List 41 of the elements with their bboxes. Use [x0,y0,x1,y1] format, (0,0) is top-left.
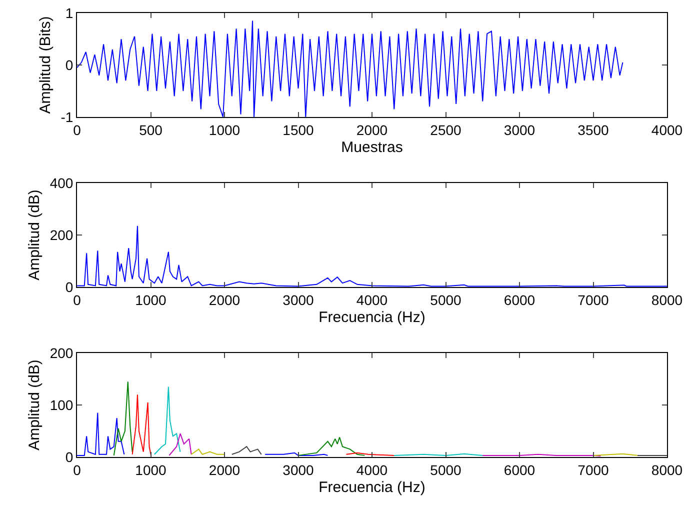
y-tick-label: -1 [60,108,74,125]
x-tick-label: 2000 [208,462,240,478]
y-tick-label: 0 [65,448,74,465]
x-tick-label: 500 [139,122,163,138]
x-tick-label: 2000 [208,292,240,308]
x-tick-label: 5000 [430,462,462,478]
x-axis-title: Muestras [341,138,403,156]
x-tick-label: 7000 [578,292,610,308]
x-tick-label: 1000 [135,292,167,308]
y-axis-title: Amplitud (Bits) [36,16,54,114]
y-tick-label: 200 [50,344,74,361]
x-axis-title: Frecuencia (Hz) [318,308,426,326]
x-tick-label: 4000 [651,122,683,138]
y-tick-label: 100 [50,396,74,413]
x-tick-label: 5000 [430,292,462,308]
x-tick-label: 4000 [356,292,388,308]
line-series [77,20,624,117]
y-tick-label: 1 [65,4,74,21]
x-tick-label: 2000 [356,122,388,138]
x-tick-label: 6000 [504,292,536,308]
x-tick-label: 2500 [430,122,462,138]
x-tick-label: 8000 [651,292,683,308]
y-axis-title: Amplitud (dB) [26,190,44,280]
x-tick-label: 4000 [356,462,388,478]
x-tick-label: 3000 [504,122,536,138]
y-axis-title: Amplitud (dB) [26,360,44,450]
x-axis-title: Frecuencia (Hz) [318,478,426,496]
x-tick-label: 7000 [578,462,610,478]
x-tick-label: 3000 [282,462,314,478]
line-series [77,225,667,287]
x-tick-label: 6000 [504,462,536,478]
x-tick-label: 1500 [282,122,314,138]
y-tick-label: 0 [65,56,74,73]
x-tick-label: 1000 [208,122,240,138]
x-tick-label: 3500 [578,122,610,138]
y-tick-label: 400 [50,174,74,191]
x-tick-label: 3000 [282,292,314,308]
y-tick-label: 200 [50,226,74,243]
x-tick-label: 8000 [651,462,683,478]
y-tick-label: 0 [65,278,74,295]
x-tick-label: 1000 [135,462,167,478]
